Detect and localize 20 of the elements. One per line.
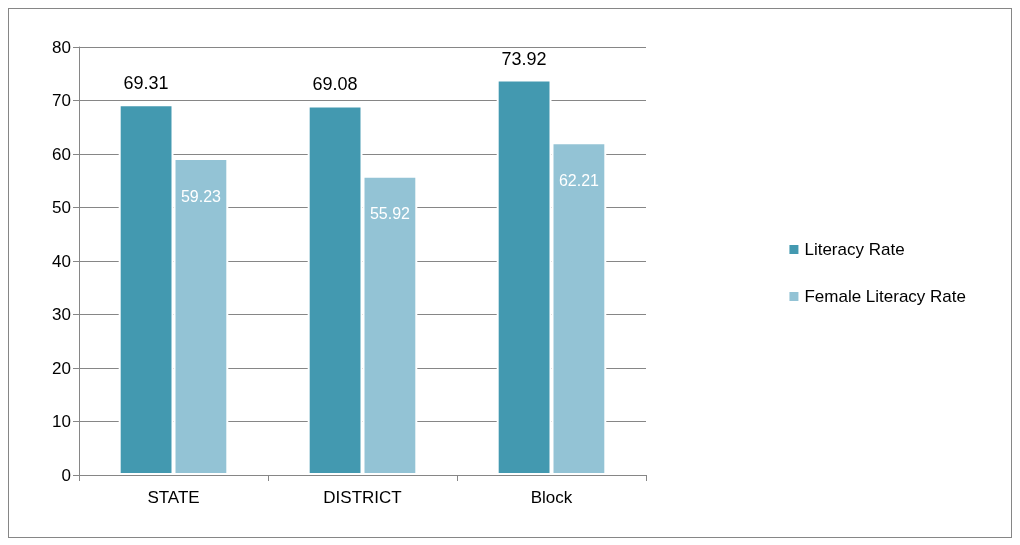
x-tick-label: DISTRICT (323, 488, 402, 507)
y-tick-label: 70 (52, 91, 71, 110)
data-label: 69.08 (312, 74, 358, 95)
y-tick-label: 0 (61, 465, 71, 485)
y-tick-label: 20 (52, 358, 71, 378)
y-tick-label: 60 (52, 144, 71, 164)
x-tick-label: STATE (147, 488, 200, 507)
y-tick-label: 10 (52, 412, 71, 431)
data-label: 69.31 (123, 73, 169, 94)
data-label: 59.23 (180, 187, 222, 205)
data-label: 55.92 (369, 205, 411, 223)
data-label: 73.92 (501, 48, 547, 69)
data-label: 62.21 (558, 171, 600, 189)
x-tick-label: Block (530, 488, 573, 507)
y-tick-label: 30 (52, 305, 71, 324)
y-tick-label: 40 (52, 251, 71, 271)
legend-label: Literacy Rate (804, 240, 905, 259)
y-tick-label: 80 (52, 37, 71, 57)
y-tick-label: 50 (52, 198, 71, 217)
legend-label: Female Literacy Rate (804, 287, 967, 306)
